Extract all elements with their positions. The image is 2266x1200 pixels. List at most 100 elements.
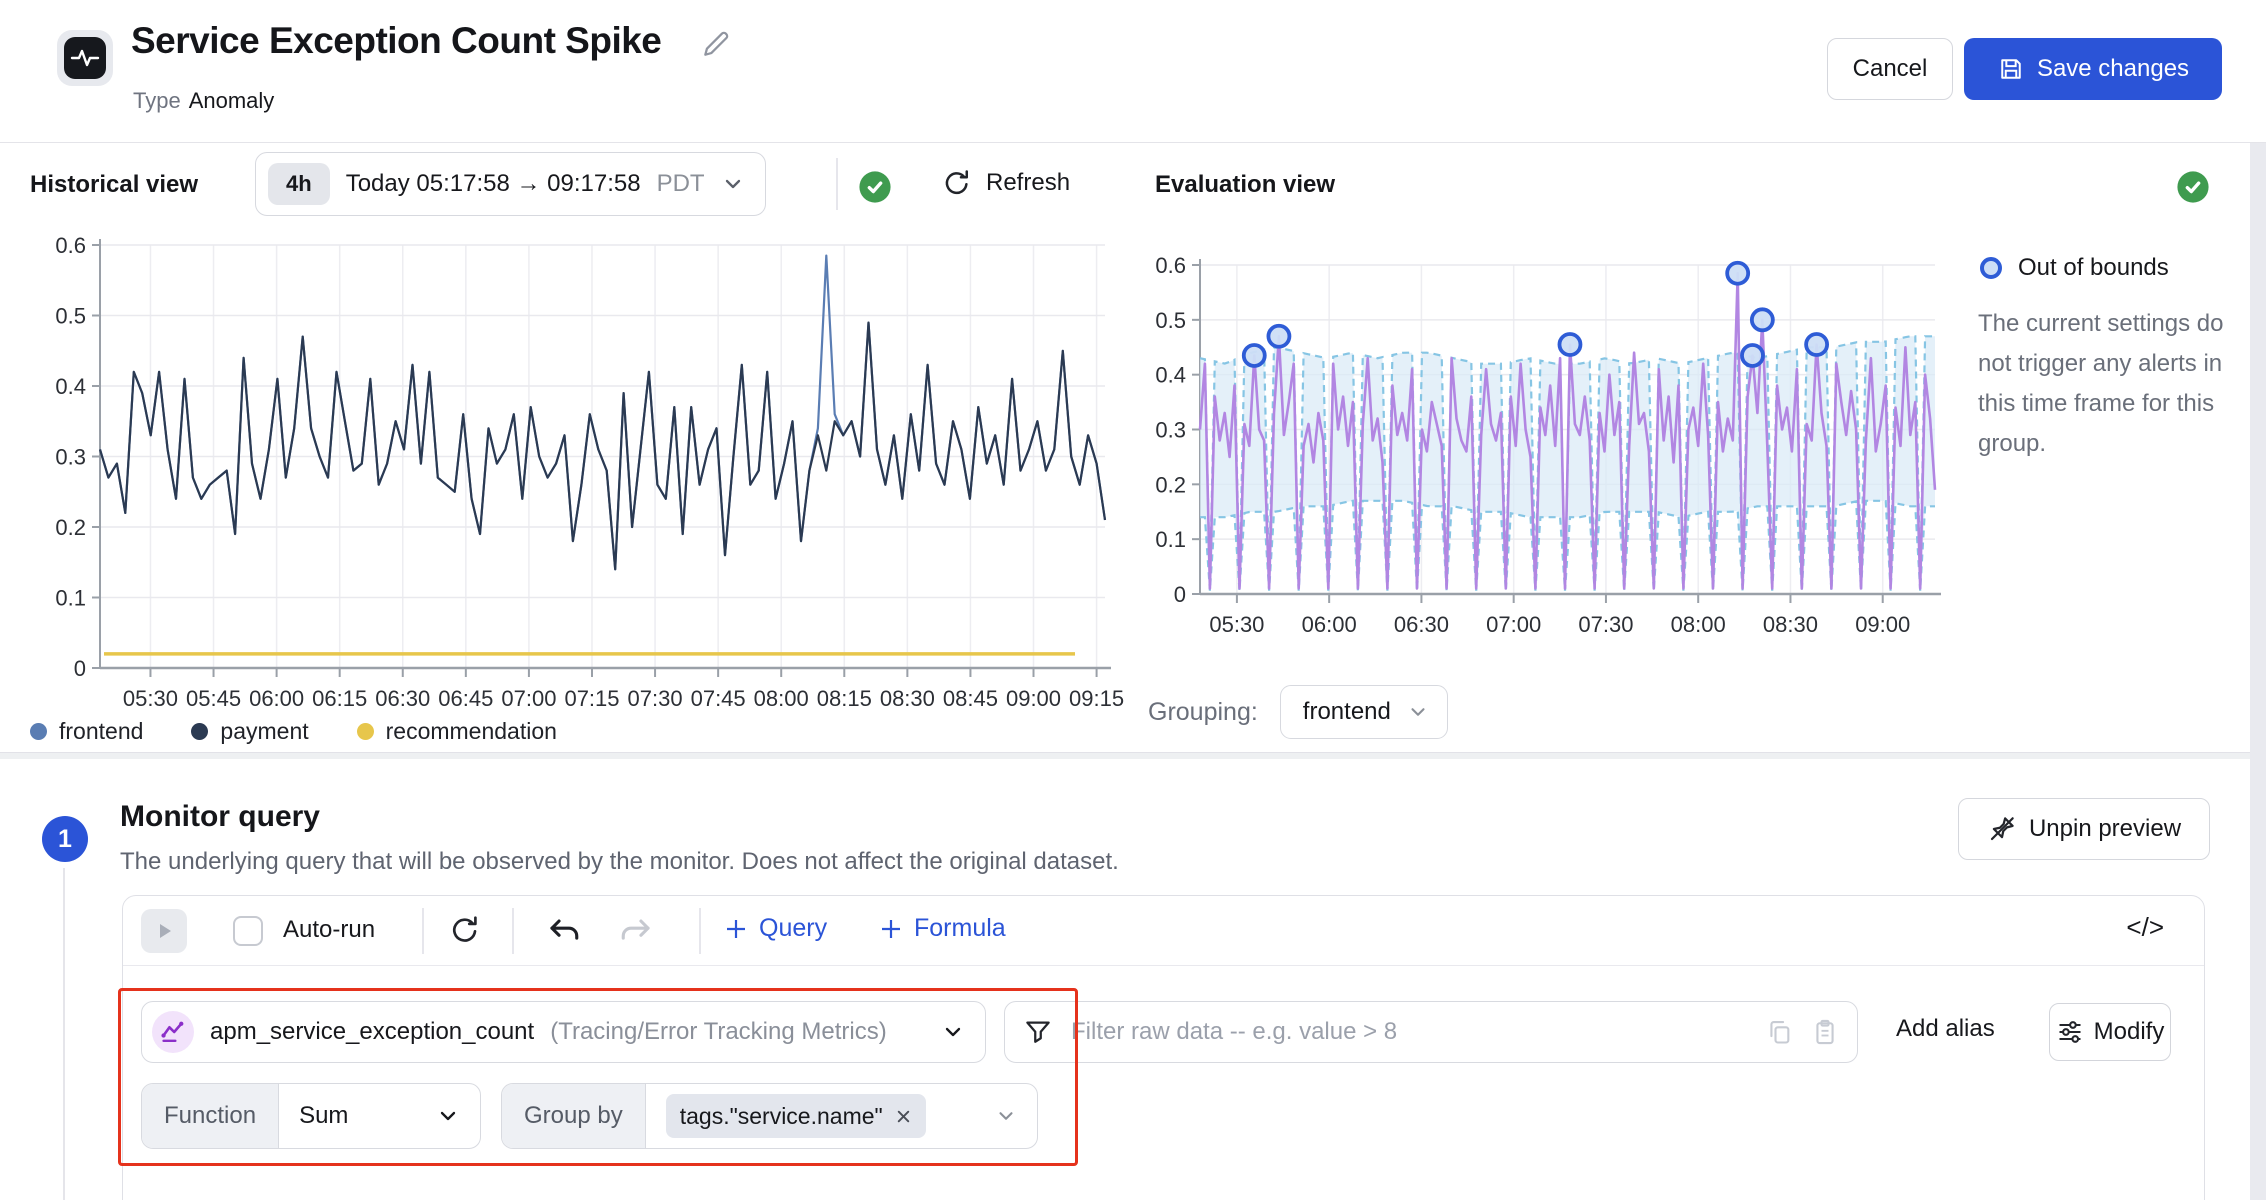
refresh-button[interactable]: Refresh	[942, 168, 1070, 198]
plus-icon	[727, 919, 745, 938]
svg-text:05:30: 05:30	[1209, 612, 1264, 637]
groupby-label: Group by	[502, 1084, 646, 1148]
dataset-suffix: (Tracing/Error Tracking Metrics)	[550, 1018, 887, 1045]
divider	[422, 908, 424, 954]
groupby-chip[interactable]: tags."service.name"	[665, 1094, 926, 1138]
modify-button[interactable]: Modify	[2049, 1003, 2171, 1061]
function-select[interactable]: Function Sum	[141, 1083, 481, 1149]
svg-text:07:15: 07:15	[564, 686, 619, 710]
unpin-label: Unpin preview	[2028, 815, 2182, 842]
metrics-dataset-icon	[152, 1011, 194, 1053]
legend-item-recommendation[interactable]: recommendation	[356, 718, 557, 745]
grouping-label: Grouping:	[1148, 697, 1258, 726]
type-label: Type	[133, 88, 181, 113]
add-formula-button[interactable]: Formula	[878, 914, 1006, 943]
autorun-checkbox[interactable]	[233, 916, 263, 946]
out-of-bounds-marker-icon	[1980, 257, 2002, 279]
chevron-down-icon	[1411, 708, 1425, 716]
scrollbar[interactable]	[2250, 143, 2266, 1200]
legend-label: payment	[220, 718, 309, 744]
code-view-button[interactable]: </>	[2126, 912, 2164, 942]
edit-title-icon[interactable]	[700, 28, 732, 65]
unpin-preview-button[interactable]: Unpin preview	[1958, 798, 2210, 860]
historical-view-label: Historical view	[30, 171, 199, 198]
svg-text:0: 0	[1174, 582, 1186, 607]
redo-button[interactable]	[619, 914, 653, 948]
legend-item-frontend[interactable]: frontend	[30, 718, 143, 745]
dataset-select[interactable]: apm_service_exception_count (Tracing/Err…	[141, 1001, 986, 1063]
grouping-value: frontend	[1302, 698, 1391, 725]
page-title: Service Exception Count Spike	[131, 20, 662, 61]
svg-text:08:15: 08:15	[817, 686, 872, 710]
historical-legend: frontend payment recommendation	[30, 718, 557, 745]
svg-text:06:30: 06:30	[1394, 612, 1449, 637]
svg-text:09:00: 09:00	[1855, 612, 1910, 637]
svg-text:06:30: 06:30	[375, 686, 430, 710]
save-changes-button[interactable]: Save changes	[1964, 38, 2222, 100]
add-formula-label: Formula	[914, 914, 1006, 942]
function-value: Sum	[299, 1102, 349, 1129]
redo-icon	[621, 919, 650, 940]
svg-text:08:45: 08:45	[943, 686, 998, 710]
paste-icon[interactable]	[1811, 1018, 1839, 1046]
grouping-row: Grouping: frontend	[1148, 685, 1448, 739]
function-label: Function	[142, 1084, 280, 1148]
svg-text:08:30: 08:30	[1763, 612, 1818, 637]
legend-dot	[356, 723, 374, 740]
svg-text:06:15: 06:15	[312, 686, 367, 710]
monitor-logo	[57, 30, 113, 86]
run-query-button[interactable]	[141, 909, 187, 953]
refresh-cycle-icon	[452, 916, 477, 942]
autorun-label: Auto-run	[283, 916, 376, 943]
undo-icon	[550, 919, 579, 940]
grouping-select[interactable]: frontend	[1279, 685, 1448, 739]
svg-text:09:00: 09:00	[1006, 686, 1061, 710]
svg-text:0.2: 0.2	[55, 515, 86, 540]
out-of-bounds-legend[interactable]: Out of bounds	[1978, 254, 2169, 282]
svg-text:0.4: 0.4	[1155, 363, 1186, 388]
toolbar-divider	[836, 158, 838, 210]
legend-item-payment[interactable]: payment	[191, 718, 309, 745]
svg-text:07:00: 07:00	[501, 686, 556, 710]
svg-text:0.5: 0.5	[55, 304, 86, 329]
legend-label: frontend	[59, 718, 144, 744]
svg-text:0.1: 0.1	[55, 586, 86, 611]
svg-text:08:00: 08:00	[1671, 612, 1726, 637]
rerun-query-button[interactable]	[449, 914, 481, 946]
historical-status-check-icon	[858, 170, 892, 209]
funnel-icon[interactable]	[1023, 1017, 1053, 1047]
divider	[512, 908, 514, 954]
svg-text:07:30: 07:30	[1578, 612, 1633, 637]
svg-text:05:30: 05:30	[123, 686, 178, 710]
svg-text:08:30: 08:30	[880, 686, 935, 710]
groupby-chip-label: tags."service.name"	[679, 1102, 883, 1129]
refresh-icon	[945, 170, 968, 195]
plus-icon	[882, 919, 900, 938]
add-query-button[interactable]: Query	[723, 914, 827, 943]
divider	[699, 908, 701, 954]
groupby-select[interactable]: Group by tags."service.name"	[501, 1083, 1038, 1149]
svg-text:0.3: 0.3	[1155, 418, 1186, 443]
legend-dot	[191, 723, 209, 740]
unpin-icon	[1990, 817, 2014, 841]
chevron-down-icon	[945, 1027, 961, 1037]
svg-text:09:15: 09:15	[1069, 686, 1124, 710]
svg-text:07:45: 07:45	[691, 686, 746, 710]
sliders-icon	[2059, 1021, 2081, 1043]
save-icon	[2001, 59, 2021, 79]
evaluation-view-label: Evaluation view	[1155, 171, 1336, 198]
svg-text:0: 0	[74, 656, 86, 681]
remove-chip-icon[interactable]	[895, 1108, 912, 1125]
filter-input[interactable]	[1071, 1018, 1747, 1046]
copy-icon[interactable]	[1765, 1018, 1793, 1046]
svg-text:0.3: 0.3	[55, 445, 86, 470]
svg-text:06:00: 06:00	[1302, 612, 1357, 637]
time-range-picker[interactable]: 4h Today 05:17:58 → 09:17:58 PDT	[255, 152, 766, 216]
svg-text:07:00: 07:00	[1486, 612, 1541, 637]
timezone-label: PDT	[656, 170, 705, 197]
undo-button[interactable]	[547, 914, 581, 948]
filter-bar	[1004, 1001, 1858, 1063]
cancel-button[interactable]: Cancel	[1827, 38, 1953, 100]
add-alias-button[interactable]: Add alias	[1896, 1015, 1995, 1042]
